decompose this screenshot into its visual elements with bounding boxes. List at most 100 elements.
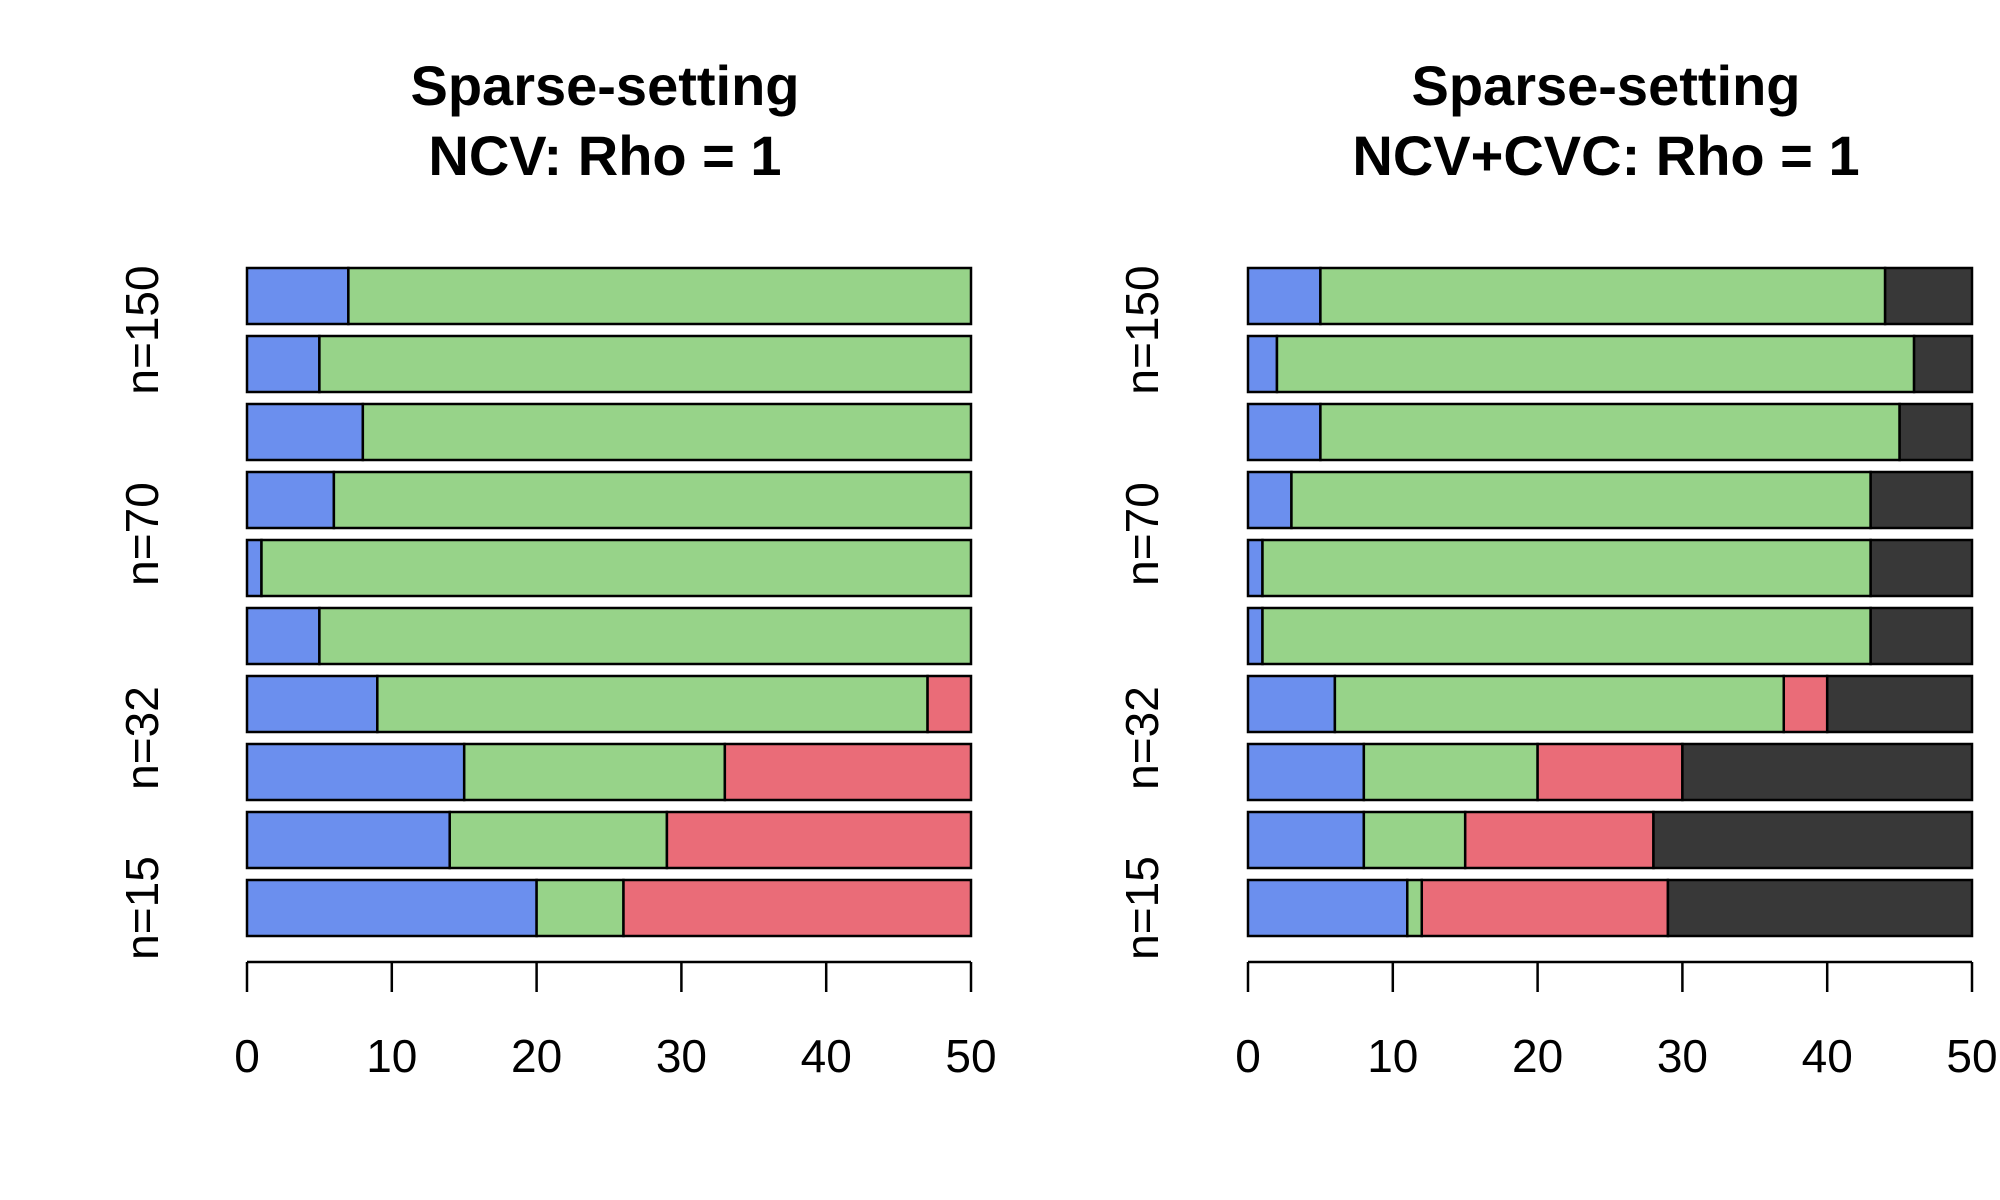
panel-2: Sparse-setting NCV+CVC: Rho = 1 n=15 0 n=70 n…: [1116, 54, 1998, 1082]
bar-segment: [318, 334, 973, 394]
bar-segment: [1275, 334, 1916, 394]
bar-segment: [1246, 606, 1264, 666]
chart-title-line-1: Sparse-setting: [411, 54, 800, 117]
bar-segment: [1246, 674, 1337, 734]
bar-segment: [1869, 538, 1974, 598]
bar-segment: [1681, 742, 1974, 802]
x-tick-label: 50: [1946, 1030, 1997, 1082]
bar-segment: [245, 402, 365, 462]
group-label: n=70: [116, 482, 168, 586]
bar-segment: [1362, 810, 1467, 870]
bar-segment: [1319, 266, 1887, 326]
chart-title-line-1: Sparse-setting: [1412, 54, 1801, 117]
bar-segment: [1319, 402, 1901, 462]
x-tick-label: 20: [511, 1030, 562, 1082]
bar-segment: [1912, 334, 1974, 394]
group-label: n=32: [1116, 686, 1168, 790]
x-tick-label: 0: [234, 1030, 260, 1082]
bar-row-10: [245, 878, 973, 938]
x-tick-label: 30: [1657, 1030, 1708, 1082]
bar-segment: [665, 810, 973, 870]
bar-row-4: [245, 470, 973, 530]
bar-row-9: [1246, 810, 1974, 870]
bar-segment: [1666, 878, 1974, 938]
bar-segment: [245, 266, 350, 326]
group-label: n=70: [1116, 482, 1168, 586]
bar-segment: [723, 742, 973, 802]
bar-segment: [1246, 470, 1293, 530]
x-tick-label: 40: [1802, 1030, 1853, 1082]
bar-segment: [1333, 674, 1786, 734]
bar-segment: [1898, 402, 1974, 462]
bar-row-8: [245, 742, 973, 802]
group-label: n=15: [116, 856, 168, 960]
chart-title-line-2: NCV+CVC: Rho = 1: [1352, 124, 1859, 187]
x-tick-label: 0: [1235, 1030, 1261, 1082]
bar-row-7: [1246, 674, 1974, 734]
bar-segment: [1463, 810, 1655, 870]
bar-segment: [1246, 402, 1322, 462]
bar-segment: [448, 810, 669, 870]
x-tick-label: 40: [801, 1030, 852, 1082]
bar-segment: [1246, 810, 1366, 870]
bar-segment: [245, 470, 336, 530]
bar-segment: [1869, 470, 1974, 530]
group-label: n=32: [116, 686, 168, 790]
bar-row-2: [245, 334, 973, 394]
bar-segment: [245, 334, 321, 394]
chart-title-line-2: NCV: Rho = 1: [428, 124, 781, 187]
bar-segment: [1420, 878, 1670, 938]
bar-segment: [1652, 810, 1974, 870]
bar-segment: [1536, 742, 1684, 802]
group-label: n=150: [116, 265, 168, 394]
bar-segment: [1261, 606, 1872, 666]
bar-segment: [245, 606, 321, 666]
bar-segment: [1883, 266, 1974, 326]
bar-segment: [245, 878, 538, 938]
bar-segment: [1246, 742, 1366, 802]
bar-row-7: [245, 674, 973, 734]
bar-segment: [1825, 674, 1974, 734]
bar-segment: [332, 470, 973, 530]
bar-row-6: [1246, 606, 1974, 666]
bar-segment: [1362, 742, 1539, 802]
bar-row-10: [1246, 878, 1974, 938]
bar-segment: [926, 674, 973, 734]
bar-segment: [245, 538, 263, 598]
bar-segment: [1869, 606, 1974, 666]
bar-segment: [1782, 674, 1829, 734]
bar-row-3: [245, 402, 973, 462]
bar-segment: [260, 538, 973, 598]
bar-row-9: [245, 810, 973, 870]
bar-segment: [245, 810, 451, 870]
bar-row-5: [1246, 538, 1974, 598]
bar-segment: [347, 266, 973, 326]
bar-segment: [535, 878, 625, 938]
group-label: n=15: [1116, 856, 1168, 960]
bar-segment: [1246, 266, 1322, 326]
bar-segment: [1246, 538, 1264, 598]
bar-segment: [1246, 878, 1409, 938]
bar-row-5: [245, 538, 973, 598]
bar-segment: [376, 674, 929, 734]
bar-row-1: [1246, 266, 1974, 326]
bar-segment: [462, 742, 727, 802]
x-tick-label: 10: [366, 1030, 417, 1082]
bar-segment: [361, 402, 973, 462]
x-tick-label: 10: [1367, 1030, 1418, 1082]
bar-row-6: [245, 606, 973, 666]
x-tick-label: 20: [1512, 1030, 1563, 1082]
bar-row-8: [1246, 742, 1974, 802]
bar-segment: [245, 674, 379, 734]
x-tick-label: 50: [945, 1030, 996, 1082]
bar-segment: [1406, 878, 1424, 938]
x-tick-label: 30: [656, 1030, 707, 1082]
bar-segment: [1290, 470, 1872, 530]
bar-segment: [245, 742, 466, 802]
bar-row-1: [245, 266, 973, 326]
bar-row-4: [1246, 470, 1974, 530]
bar-segment: [318, 606, 973, 666]
